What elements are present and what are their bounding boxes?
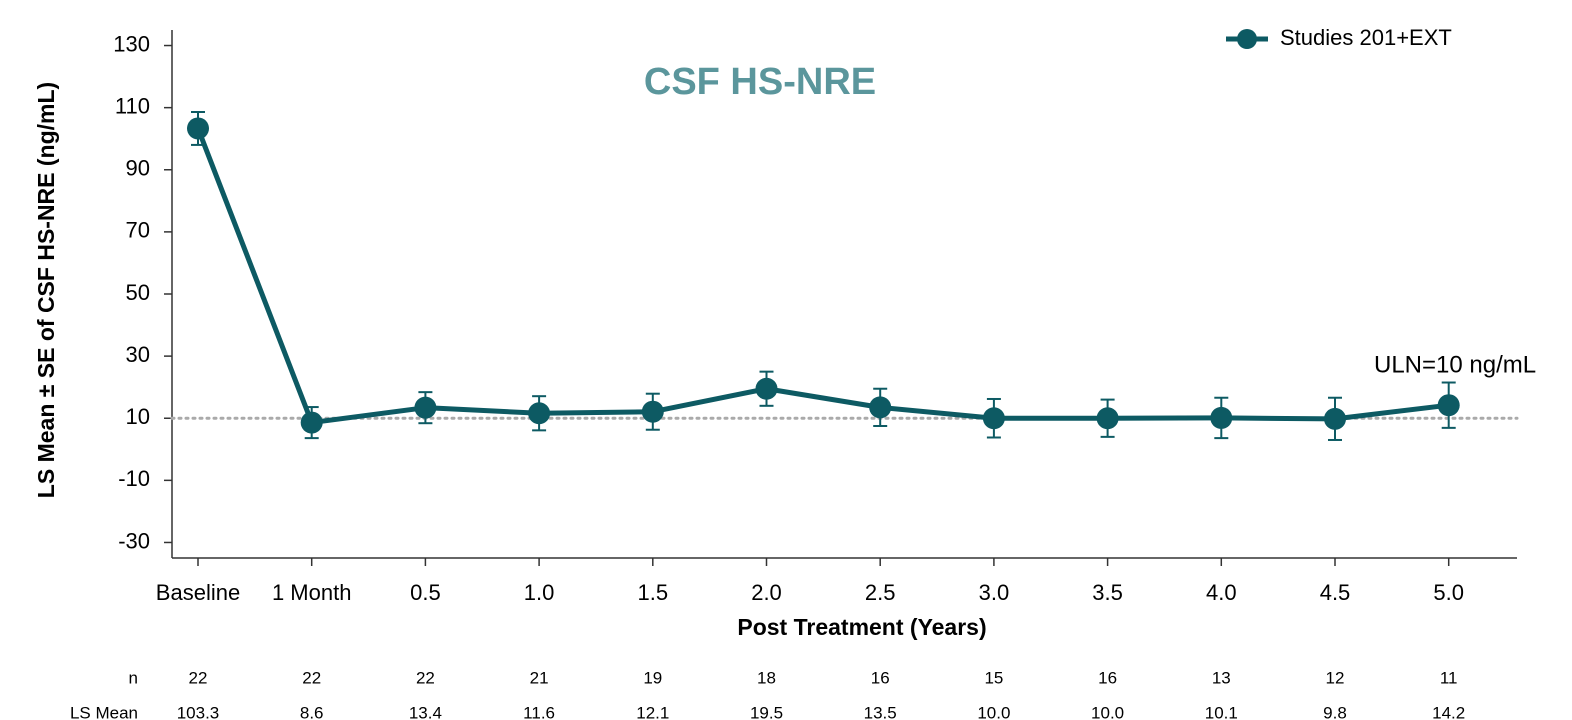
- x-tick-label: 4.0: [1206, 580, 1237, 605]
- legend-marker: [1237, 29, 1257, 49]
- x-tick-label: 0.5: [410, 580, 441, 605]
- y-axis-label: LS Mean ± SE of CSF HS-NRE (ng/mL): [33, 82, 59, 498]
- table-cell: 18: [757, 668, 776, 687]
- y-tick-label: 90: [126, 156, 150, 181]
- x-tick-label: 1.5: [638, 580, 669, 605]
- y-tick-label: 50: [126, 280, 150, 305]
- marker: [1096, 407, 1119, 430]
- table-cell: 10.0: [977, 703, 1010, 720]
- table-cell: 15: [984, 668, 1003, 687]
- table-cell: 22: [189, 668, 208, 687]
- x-tick-label: 3.0: [979, 580, 1010, 605]
- y-tick-label: -30: [118, 528, 150, 553]
- table-cell: 14.2: [1432, 703, 1465, 720]
- y-tick-label: -10: [118, 466, 150, 491]
- table-cell: 11.6: [523, 703, 555, 720]
- x-tick-label: 1.0: [524, 580, 555, 605]
- legend-label: Studies 201+EXT: [1280, 25, 1452, 50]
- table-row-label: LS Mean: [70, 703, 138, 720]
- y-tick-label: 30: [126, 342, 150, 367]
- x-tick-label: 5.0: [1433, 580, 1464, 605]
- table-cell: 19: [643, 668, 662, 687]
- marker: [414, 396, 437, 419]
- x-tick-label: 4.5: [1320, 580, 1351, 605]
- table-cell: 22: [416, 668, 435, 687]
- table-cell: 16: [1098, 668, 1117, 687]
- marker: [1437, 394, 1460, 417]
- marker: [1210, 406, 1233, 429]
- y-tick-label: 10: [126, 404, 150, 429]
- x-tick-label: 1 Month: [272, 580, 352, 605]
- y-tick-label: 70: [126, 218, 150, 243]
- table-cell: 12.1: [636, 703, 669, 720]
- x-axis-label: Post Treatment (Years): [737, 614, 986, 640]
- x-tick-label: 2.5: [865, 580, 896, 605]
- table-cell: 19.5: [750, 703, 783, 720]
- chart-title: CSF HS-NRE: [644, 61, 876, 103]
- table-row-label: n: [129, 668, 138, 687]
- x-tick-label: Baseline: [156, 580, 240, 605]
- x-tick-label: 3.5: [1092, 580, 1123, 605]
- table-cell: 13: [1212, 668, 1231, 687]
- marker: [982, 407, 1005, 430]
- table-cell: 8.6: [300, 703, 324, 720]
- y-tick-label: 130: [113, 31, 150, 56]
- marker: [300, 411, 323, 434]
- table-cell: 12: [1326, 668, 1345, 687]
- table-cell: 16: [871, 668, 890, 687]
- table-cell: 10.1: [1205, 703, 1238, 720]
- series-line: [195, 127, 1449, 426]
- marker: [641, 400, 664, 423]
- marker: [187, 117, 209, 140]
- table-cell: 13.5: [864, 703, 897, 720]
- table-cell: 22: [302, 668, 321, 687]
- table-cell: 13.4: [409, 703, 442, 720]
- table-cell: 21: [530, 668, 549, 687]
- marker: [869, 396, 892, 419]
- y-tick-label: 110: [115, 93, 150, 118]
- reference-label: ULN=10 ng/mL: [1374, 351, 1536, 378]
- table-cell: 10.0: [1091, 703, 1124, 720]
- x-tick-label: 2.0: [751, 580, 782, 605]
- table-cell: 103.3: [177, 703, 220, 720]
- table-cell: 9.8: [1323, 703, 1347, 720]
- table-cell: 11: [1440, 668, 1458, 687]
- marker: [1324, 407, 1346, 430]
- marker: [755, 377, 778, 400]
- marker: [528, 402, 551, 425]
